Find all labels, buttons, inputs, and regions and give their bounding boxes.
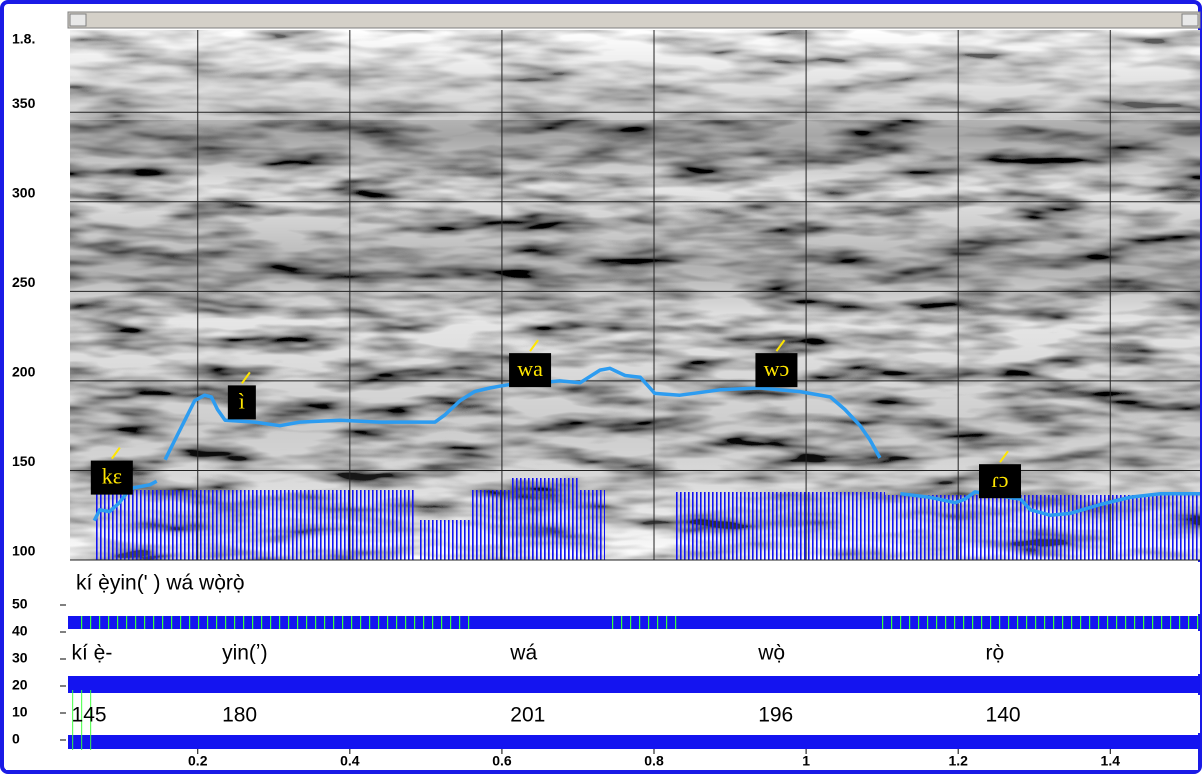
annotation-pointer — [241, 371, 251, 384]
waveform — [95, 478, 1200, 560]
annotation-box — [979, 464, 1022, 499]
annotation-pointer — [775, 339, 786, 352]
y2-tick-label: 40 — [12, 623, 28, 639]
transcription: kí ẹ̀yin(' ) wá wọ̀rọ̀ — [76, 572, 245, 595]
scrollbar[interactable] — [67, 11, 1201, 29]
scroll-left-button[interactable] — [69, 13, 87, 27]
annotation-label: wɔ — [764, 356, 790, 381]
syllable-pitch: 140 — [986, 704, 1021, 727]
y-tick-label: 150 — [12, 453, 36, 469]
annotation-pointer — [111, 447, 121, 460]
syllable: rọ̀ — [986, 642, 1005, 665]
annotation-box — [227, 385, 256, 420]
y-tick-label: 300 — [12, 184, 36, 200]
scroll-right-button[interactable] — [1181, 13, 1199, 27]
y2-tick-label: 0 — [12, 731, 20, 747]
y2-tick-label: 50 — [12, 596, 28, 612]
annotation-pointer — [529, 339, 539, 352]
syllable-pitch: 201 — [510, 704, 545, 727]
y-tick-label: 100 — [12, 543, 36, 559]
syllable: kí ẹ̀- — [72, 642, 113, 665]
x-tick-label: 0.8 — [644, 753, 664, 769]
annotation-label: wa — [517, 356, 543, 381]
x-tick-label: 1.4 — [1101, 753, 1121, 769]
pitch-contour — [92, 366, 1200, 522]
annotation-panel — [6, 562, 1200, 770]
annotation-pointer — [999, 450, 1009, 463]
x-tick-label: 1.2 — [948, 753, 968, 769]
y-tick-label: 350 — [12, 95, 36, 111]
syllable-pitch: 196 — [758, 704, 793, 727]
x-tick-label: 0.2 — [188, 753, 208, 769]
syllable-pitch: 180 — [222, 704, 257, 727]
y-tick-label: 250 — [12, 274, 36, 290]
annotation-box — [90, 460, 133, 495]
corner-label: 1.8. — [12, 31, 35, 47]
y2-tick-label: 10 — [12, 704, 28, 720]
x-tick-label: 0.4 — [340, 753, 360, 769]
annotation-label: ɾɔ — [991, 467, 1008, 492]
annotation-label: ì — [239, 388, 245, 413]
syllable-pitch: 145 — [72, 704, 107, 727]
x-tick-label: 0.6 — [492, 753, 512, 769]
y-tick-label: 200 — [12, 364, 36, 380]
syllable: wọ̀ — [757, 642, 785, 665]
annotation-box — [755, 353, 798, 388]
x-tick-label: 1 — [802, 753, 810, 769]
syllable: yin(ʼ) — [222, 642, 267, 665]
spectrogram — [70, 30, 1200, 560]
y2-tick-label: 20 — [12, 677, 28, 693]
syllable: wá — [509, 642, 537, 665]
annotation-box — [509, 353, 552, 388]
y2-tick-label: 30 — [12, 650, 28, 666]
annotation-label: kɛ — [102, 464, 122, 489]
